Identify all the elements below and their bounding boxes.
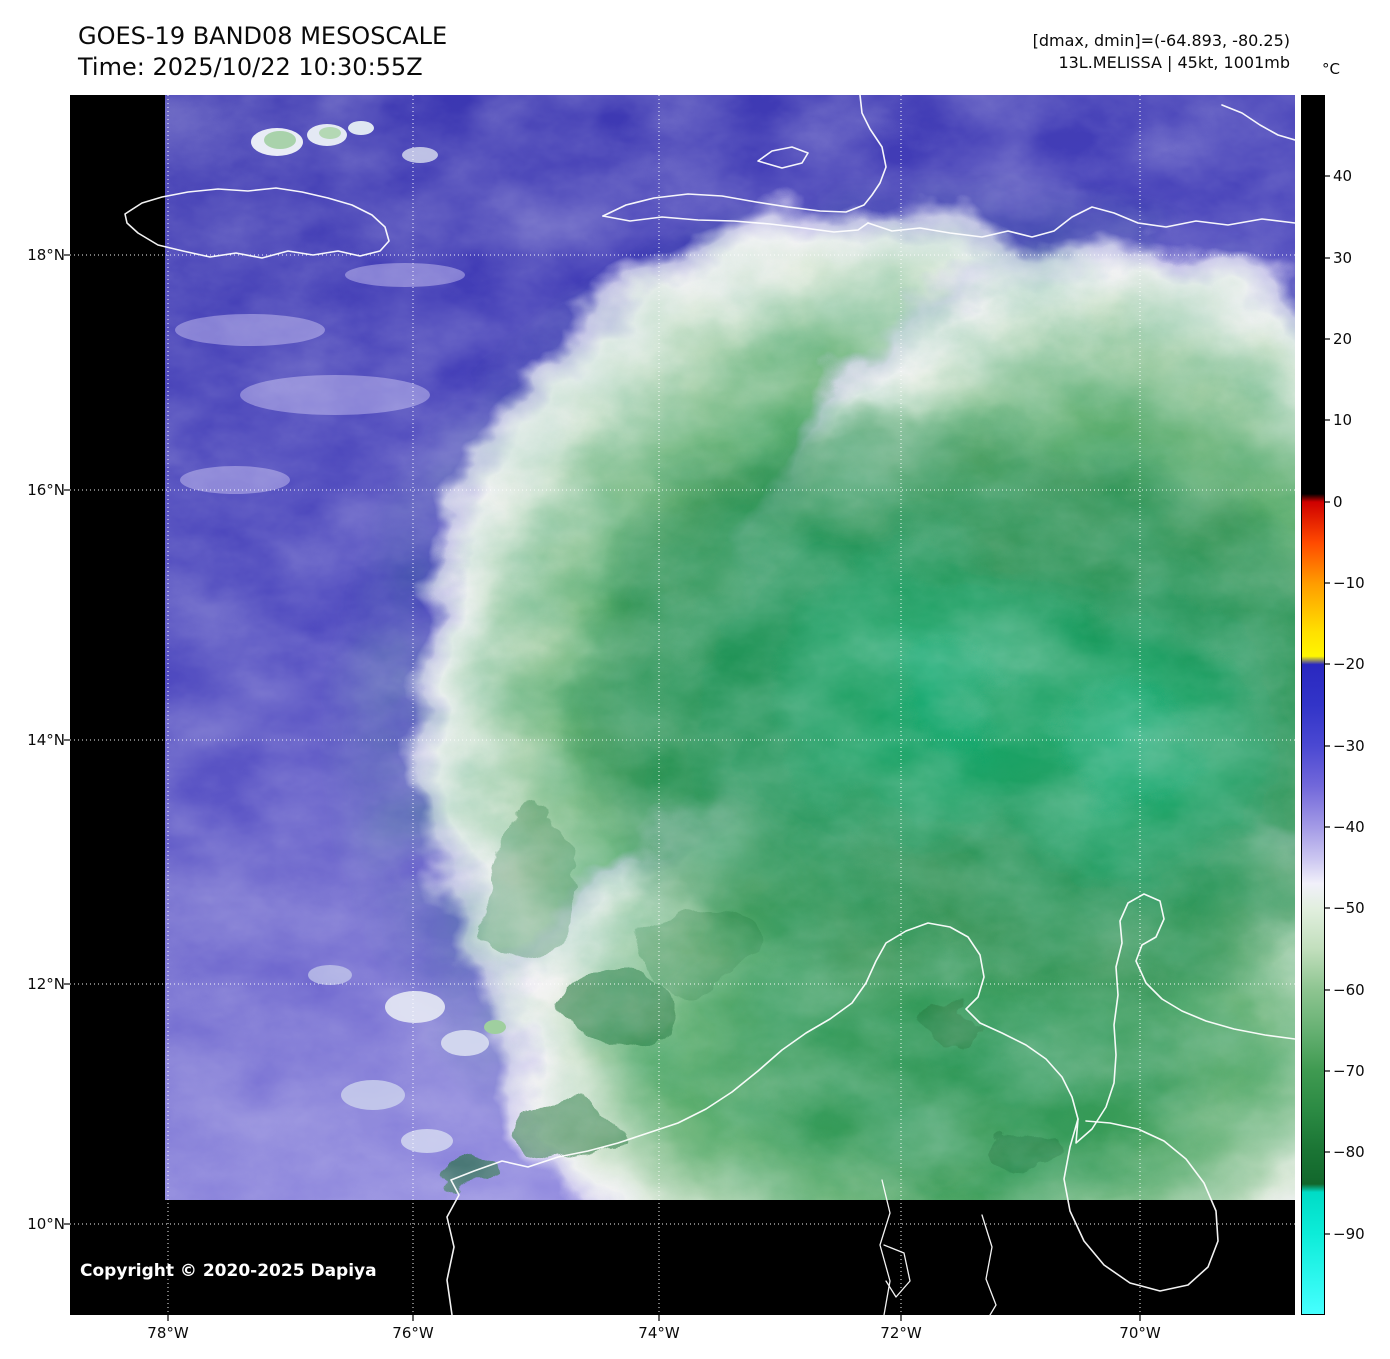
lat-label-16n: 16°N	[27, 481, 65, 499]
coastline-south-america	[446, 893, 1295, 1315]
cbar-tick-40: 40	[1333, 167, 1353, 185]
map-overlay	[70, 95, 1295, 1315]
figure-title: GOES-19 BAND08 MESOSCALE	[78, 22, 448, 50]
lon-label-74w: 74°W	[638, 1324, 680, 1342]
lon-label-72w: 72°W	[880, 1324, 922, 1342]
cbar-tick-30: 30	[1333, 249, 1353, 267]
lon-label-70w: 70°W	[1119, 1324, 1161, 1342]
cbar-tick-m30: −30	[1333, 737, 1365, 755]
colorbar-unit-label: °C	[1322, 60, 1340, 78]
coastline-gonave	[757, 146, 809, 169]
satellite-map-plot: Copyright © 2020-2025 Dapiya	[70, 95, 1295, 1315]
cirrus-texture	[165, 95, 1295, 1200]
satellite-imagery	[165, 95, 1295, 1200]
cbar-tick-20: 20	[1333, 330, 1353, 348]
lon-label-76w: 76°W	[392, 1324, 434, 1342]
cbar-tick-m50: −50	[1333, 899, 1365, 917]
cbar-tick-m60: −60	[1333, 981, 1365, 999]
coastline-haiti-south	[602, 215, 869, 233]
coastline-maracaibo	[1063, 1118, 1219, 1292]
coastlines	[124, 95, 1295, 1315]
storm-info-label: 13L.MELISSA | 45kt, 1001mb	[1058, 53, 1290, 72]
cbar-tick-m80: −80	[1333, 1143, 1365, 1161]
lat-label-14n: 14°N	[27, 731, 65, 749]
latlon-gridlines	[70, 95, 1295, 1315]
copyright-label: Copyright © 2020-2025 Dapiya	[80, 1261, 377, 1281]
coastline-jamaica	[124, 187, 390, 259]
river-lines	[879, 1179, 997, 1315]
lat-label-10n: 10°N	[27, 1215, 65, 1233]
cbar-tick-m70: −70	[1333, 1062, 1365, 1080]
cumulus-specks-north	[251, 121, 438, 163]
lat-label-18n: 18°N	[27, 246, 65, 264]
dmax-dmin-label: [dmax, dmin]=(-64.893, -80.25)	[1032, 31, 1290, 50]
coastline-hispaniola-south	[867, 206, 1295, 238]
coastline-topright	[1221, 104, 1295, 141]
coastline-haiti-north	[602, 95, 887, 217]
lat-label-12n: 12°N	[27, 975, 65, 993]
lon-label-78w: 78°W	[147, 1324, 189, 1342]
scattered-clouds-southwest	[308, 965, 506, 1153]
cbar-tick-10: 10	[1333, 411, 1353, 429]
cbar-tick-m90: −90	[1333, 1225, 1365, 1243]
cbar-tick-m10: −10	[1333, 574, 1365, 592]
cbar-tick-m40: −40	[1333, 818, 1365, 836]
header-annotations: [dmax, dmin]=(-64.893, -80.25) 13L.MELIS…	[1033, 30, 1290, 74]
cbar-tick-0: 0	[1333, 493, 1343, 511]
temperature-colorbar	[1301, 95, 1325, 1315]
figure-time: Time: 2025/10/22 10:30:55Z	[78, 53, 423, 81]
cbar-tick-m20: −20	[1333, 655, 1365, 673]
